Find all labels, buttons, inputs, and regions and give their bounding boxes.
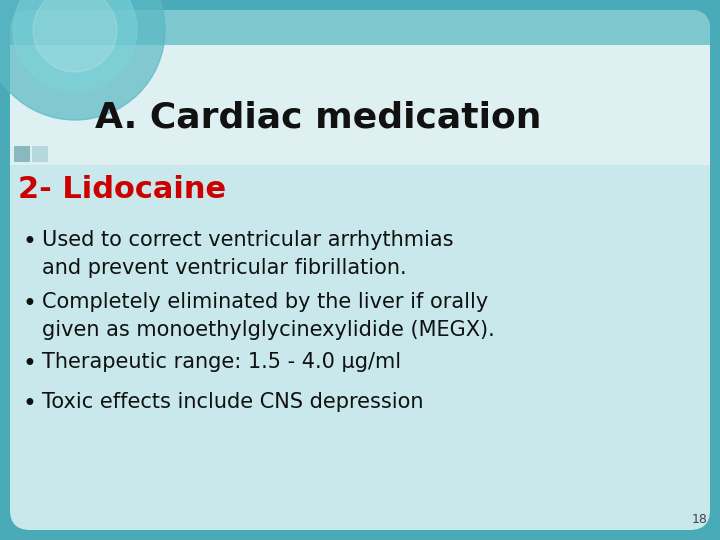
Text: given as monoethylglycinexylidide (MEGX).: given as monoethylglycinexylidide (MEGX)… <box>42 320 495 340</box>
Text: •: • <box>22 292 36 316</box>
Text: Therapeutic range: 1.5 - 4.0 μg/ml: Therapeutic range: 1.5 - 4.0 μg/ml <box>42 352 401 372</box>
Text: •: • <box>22 352 36 376</box>
Text: 2- Lidocaine: 2- Lidocaine <box>18 175 226 204</box>
Text: Toxic effects include CNS depression: Toxic effects include CNS depression <box>42 392 423 412</box>
Text: Completely eliminated by the liver if orally: Completely eliminated by the liver if or… <box>42 292 488 312</box>
Text: •: • <box>22 392 36 416</box>
Text: A. Cardiac medication: A. Cardiac medication <box>95 101 541 135</box>
Bar <box>10 45 710 85</box>
Circle shape <box>33 0 117 72</box>
Circle shape <box>0 0 165 120</box>
Text: 18: 18 <box>692 513 708 526</box>
Bar <box>14 146 30 162</box>
Text: and prevent ventricular fibrillation.: and prevent ventricular fibrillation. <box>42 258 407 278</box>
Text: Used to correct ventricular arrhythmias: Used to correct ventricular arrhythmias <box>42 230 454 250</box>
FancyBboxPatch shape <box>10 10 710 85</box>
FancyBboxPatch shape <box>10 10 710 530</box>
Bar <box>10 45 710 165</box>
Text: •: • <box>22 230 36 254</box>
Bar <box>32 146 48 162</box>
Circle shape <box>13 0 137 92</box>
